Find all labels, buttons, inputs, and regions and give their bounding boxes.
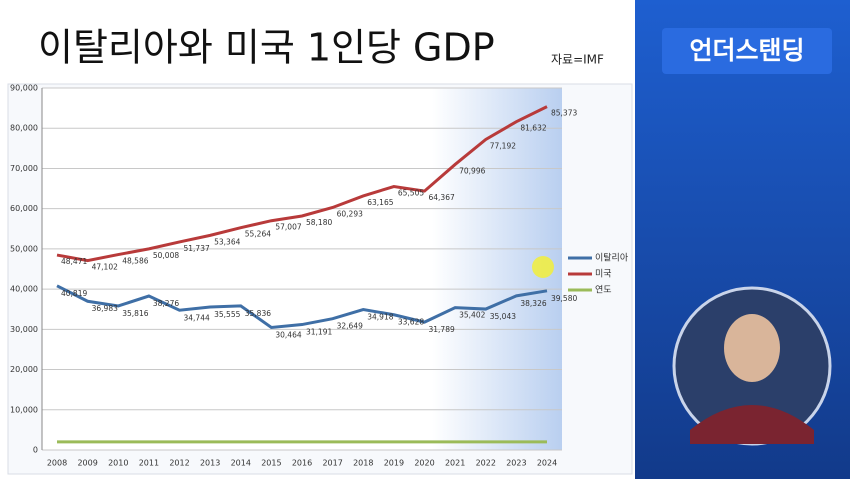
data-label: 35,816 xyxy=(122,309,148,318)
y-tick-label: 90,000 xyxy=(10,84,38,93)
x-tick-label: 2019 xyxy=(384,459,404,468)
data-label: 50,008 xyxy=(153,251,179,260)
data-label: 70,996 xyxy=(459,166,485,175)
y-tick-label: 30,000 xyxy=(10,325,38,334)
y-tick-label: 70,000 xyxy=(10,164,38,173)
data-label: 34,918 xyxy=(367,313,393,322)
data-label: 40,819 xyxy=(61,289,87,298)
y-tick-label: 20,000 xyxy=(10,365,38,374)
x-tick-label: 2013 xyxy=(200,459,220,468)
y-tick-label: 60,000 xyxy=(10,204,38,213)
x-tick-label: 2011 xyxy=(139,459,159,468)
data-label: 31,789 xyxy=(429,325,455,334)
x-tick-label: 2023 xyxy=(506,459,526,468)
data-label: 36,983 xyxy=(92,304,118,313)
data-label: 63,165 xyxy=(367,198,393,207)
data-label: 81,632 xyxy=(520,124,546,133)
x-tick-label: 2021 xyxy=(445,459,465,468)
data-label: 47,102 xyxy=(92,263,118,272)
y-tick-label: 0 xyxy=(33,446,38,455)
data-label: 53,364 xyxy=(214,237,240,246)
data-label: 35,402 xyxy=(459,311,485,320)
data-label: 33,628 xyxy=(398,318,424,327)
x-tick-label: 2010 xyxy=(108,459,128,468)
data-label: 38,276 xyxy=(153,299,179,308)
x-tick-label: 2016 xyxy=(292,459,312,468)
source: 자료=IMF xyxy=(551,53,604,67)
data-label: 57,007 xyxy=(275,223,301,232)
host-face xyxy=(724,314,780,382)
y-tick-label: 50,000 xyxy=(10,244,38,253)
y-tick-label: 10,000 xyxy=(10,405,38,414)
data-label: 64,367 xyxy=(429,193,455,202)
x-tick-label: 2024 xyxy=(537,459,557,468)
legend-label: 이탈리아 xyxy=(595,253,629,264)
x-tick-label: 2012 xyxy=(169,459,189,468)
data-label: 77,192 xyxy=(490,142,516,151)
data-label: 60,293 xyxy=(337,209,363,218)
cursor-highlight xyxy=(532,256,554,278)
data-label: 58,180 xyxy=(306,218,332,227)
legend-label: 연도 xyxy=(595,285,612,296)
x-tick-label: 2009 xyxy=(77,459,97,468)
data-label: 39,580 xyxy=(551,294,577,303)
y-tick-label: 40,000 xyxy=(10,285,38,294)
x-tick-label: 2014 xyxy=(231,459,251,468)
page-title: 이탈리아와 미국 1인당 GDP xyxy=(38,26,495,70)
data-label: 35,555 xyxy=(214,310,240,319)
data-label: 55,264 xyxy=(245,230,271,239)
data-label: 51,737 xyxy=(184,244,210,253)
data-label: 48,586 xyxy=(122,257,148,266)
y-tick-label: 80,000 xyxy=(10,124,38,133)
x-tick-label: 2008 xyxy=(47,459,67,468)
data-label: 85,373 xyxy=(551,109,577,118)
x-tick-label: 2018 xyxy=(353,459,373,468)
data-label: 48,471 xyxy=(61,257,87,266)
x-tick-label: 2017 xyxy=(322,459,342,468)
x-tick-label: 2015 xyxy=(261,459,281,468)
x-tick-label: 2022 xyxy=(476,459,496,468)
data-label: 35,836 xyxy=(245,309,271,318)
legend-label: 미국 xyxy=(595,269,612,280)
x-tick-label: 2020 xyxy=(414,459,434,468)
data-label: 34,744 xyxy=(184,313,210,322)
data-label: 65,505 xyxy=(398,189,424,198)
data-label: 38,326 xyxy=(520,299,546,308)
data-label: 30,464 xyxy=(275,330,301,339)
data-label: 32,649 xyxy=(337,322,363,331)
data-label: 31,191 xyxy=(306,328,332,337)
brand: 언더스탠딩 xyxy=(689,36,804,65)
data-label: 35,043 xyxy=(490,312,516,321)
